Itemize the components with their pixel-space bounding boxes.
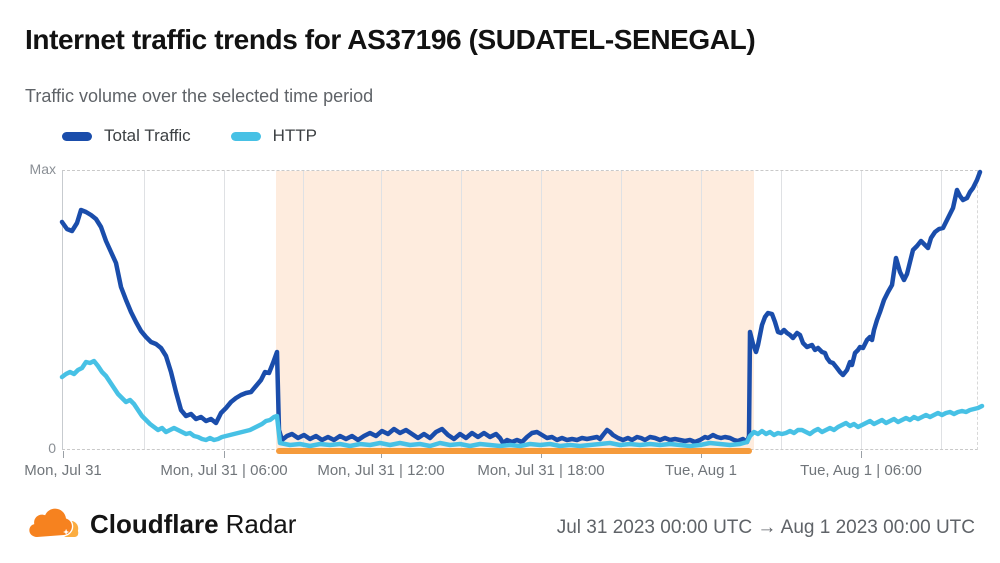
- x-axis-tickmark: [63, 451, 64, 458]
- chart-legend: Total Traffic HTTP: [62, 126, 317, 146]
- vertical-gridline: [381, 171, 382, 449]
- brand-text: Cloudflare Radar: [90, 509, 296, 540]
- total-traffic-swatch-icon: [62, 131, 92, 141]
- y-axis-zero-label: 0: [48, 440, 56, 456]
- x-axis-tickmark: [701, 451, 702, 458]
- vertical-gridline: [461, 171, 462, 449]
- page-title: Internet traffic trends for AS37196 (SUD…: [25, 24, 756, 55]
- legend-label-http: HTTP: [272, 126, 318, 145]
- legend-item-total-traffic[interactable]: Total Traffic: [62, 126, 191, 146]
- brand-product: Radar: [225, 508, 297, 539]
- x-axis-label: Tue, Aug 1: [665, 462, 737, 479]
- x-axis-tickmark: [224, 451, 225, 458]
- vertical-gridline: [303, 171, 304, 449]
- date-range-label: Jul 31 2023 00:00 UTC → Aug 1 2023 00:00…: [556, 517, 975, 538]
- vertical-gridline: [541, 171, 542, 449]
- spark-icon: [63, 528, 70, 536]
- cloud-main-part: [28, 507, 74, 539]
- vertical-gridline: [941, 171, 942, 449]
- x-axis-label: Mon, Jul 31 | 12:00: [317, 462, 445, 479]
- vertical-gridline: [781, 171, 782, 449]
- legend-item-http[interactable]: HTTP: [230, 126, 318, 146]
- http-swatch-icon: [230, 131, 261, 141]
- vertical-gridline: [861, 171, 862, 449]
- legend-label-total-traffic: Total Traffic: [104, 126, 191, 145]
- x-axis-label: Tue, Aug 1 | 06:00: [800, 462, 922, 479]
- brand-name: Cloudflare: [90, 508, 219, 539]
- x-axis-tickmark: [861, 451, 862, 458]
- x-axis-tickmark: [381, 451, 382, 458]
- anomaly-shaded-region: [276, 171, 754, 449]
- chart-plot-area[interactable]: Mon, Jul 31 Mon, Jul 31 | 06:00 Mon, Jul 3…: [24, 170, 978, 479]
- vertical-gridline: [701, 171, 702, 449]
- anomaly-orange-bar: [276, 448, 752, 454]
- vertical-gridline: [144, 171, 145, 449]
- y-axis-max-label: Max: [29, 161, 56, 177]
- x-axis-tickmark: [541, 451, 542, 458]
- cloudflare-logo-icon: [28, 507, 79, 539]
- x-axis-label: Mon, Jul 31 | 18:00: [477, 462, 605, 479]
- x-axis-label: Mon, Jul 31: [24, 462, 102, 479]
- vertical-gridline: [621, 171, 622, 449]
- cloudflare-radar-brand[interactable]: Cloudflare Radar: [28, 506, 296, 542]
- x-axis-label: Mon, Jul 31 | 06:00: [160, 462, 288, 479]
- vertical-gridline: [224, 171, 225, 449]
- page-subtitle: Traffic volume over the selected time pe…: [25, 86, 374, 106]
- footer: Cloudflare Radar Jul 31 2023 00:00 UTC → …: [0, 500, 1000, 563]
